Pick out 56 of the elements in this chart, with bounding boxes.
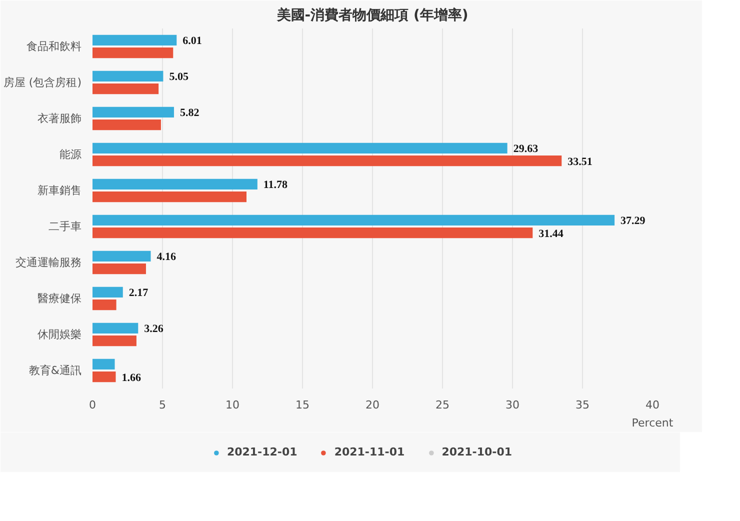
y-tick-label: 新車銷售 <box>38 184 82 197</box>
legend-label: 2021-12-01 <box>226 446 298 458</box>
y-tick-label: 醫療健保 <box>38 292 82 305</box>
x-tick-label: 10 <box>226 398 240 412</box>
bar <box>92 358 115 370</box>
legend-label: 2021-11-01 <box>334 446 405 458</box>
data-label: 33.51 <box>568 156 592 168</box>
x-tick-label: 15 <box>296 398 310 412</box>
bar <box>92 47 174 58</box>
bar <box>92 106 174 118</box>
bar <box>92 155 562 166</box>
data-label: 5.82 <box>180 107 200 120</box>
data-label: 1.66 <box>122 372 142 384</box>
y-tick-label: 交通運輸服務 <box>16 256 82 269</box>
chart-title: 美國-消費者物價細項 (年增率) <box>276 6 468 24</box>
x-tick-label: 35 <box>576 398 590 412</box>
legend-label: 2021-10-01 <box>442 446 512 458</box>
bar <box>92 142 508 154</box>
bar <box>92 70 164 82</box>
y-tick-label: 衣著服飾 <box>38 112 82 125</box>
x-tick-label: 0 <box>89 398 96 412</box>
x-tick-label: 25 <box>436 398 450 412</box>
bar <box>92 227 533 238</box>
y-tick-label: 二手車 <box>48 220 82 233</box>
x-tick-label: 30 <box>506 398 520 412</box>
y-tick-label: 食品和飲料 <box>26 40 82 53</box>
y-tick-label: 休閒娛樂 <box>38 328 82 341</box>
bar <box>92 299 116 310</box>
bar <box>92 178 258 190</box>
bar <box>92 83 159 94</box>
y-tick-label: 房屋 (包含房租) <box>3 76 82 89</box>
bar <box>92 191 246 202</box>
data-label: 2.17 <box>128 287 149 300</box>
bar <box>92 335 136 346</box>
x-tick-label: 20 <box>366 398 380 412</box>
x-axis-title: Percent <box>632 416 674 430</box>
bar <box>92 34 177 46</box>
y-tick-label: 能源 <box>60 148 82 161</box>
bar <box>92 371 116 382</box>
bar <box>92 250 151 262</box>
x-tick-label: 40 <box>646 398 660 412</box>
data-label: 3.26 <box>144 323 164 336</box>
data-label: 6.01 <box>182 35 202 48</box>
data-label: 4.16 <box>156 251 176 264</box>
x-tick-label: 5 <box>159 398 166 412</box>
bar <box>92 214 615 226</box>
data-label: 37.29 <box>620 215 646 228</box>
y-tick-label: 教育&通訊 <box>28 364 82 377</box>
bar <box>92 322 138 334</box>
data-label: 5.05 <box>169 71 189 84</box>
bar <box>92 119 161 130</box>
bar <box>92 263 146 274</box>
data-label: 31.44 <box>538 228 564 240</box>
data-label: 11.78 <box>263 179 288 192</box>
bar <box>92 286 123 298</box>
data-label: 29.63 <box>513 143 539 156</box>
